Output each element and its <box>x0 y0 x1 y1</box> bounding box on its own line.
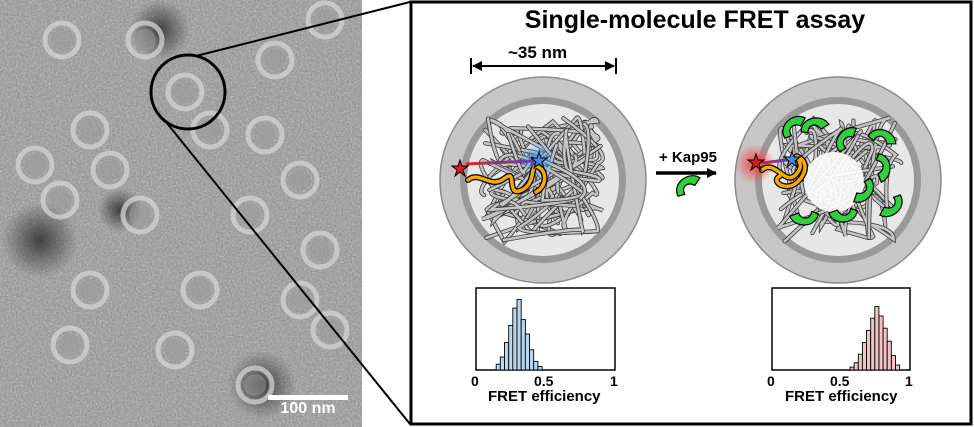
acceptor-star-after-icon <box>746 152 766 172</box>
em-pore-ring <box>310 310 350 350</box>
histogram-bar <box>861 342 867 371</box>
hist-after-xlabel: FRET efficiency <box>785 388 898 405</box>
histogram-bar <box>529 349 535 371</box>
histogram-bar <box>504 342 510 371</box>
histogram-bar <box>874 306 880 371</box>
em-pore-ring <box>235 365 275 405</box>
em-pore-ring <box>120 195 160 235</box>
histogram-bar <box>537 365 543 371</box>
em-micrograph <box>0 0 362 427</box>
em-pore-ring <box>245 115 285 155</box>
em-pore-ring <box>125 20 165 60</box>
kap95-icon <box>676 175 701 197</box>
kap95-molecule <box>800 117 830 134</box>
kap95-molecule <box>788 210 819 226</box>
kap95-molecule <box>827 207 858 223</box>
kap95-bound-group <box>782 115 903 226</box>
em-pore-ring <box>40 180 80 220</box>
histogram-bar <box>524 333 530 371</box>
kap95-molecule <box>782 115 806 139</box>
labeled-fg-nup-before <box>466 164 547 194</box>
histogram-before <box>475 287 616 371</box>
em-pore-ring <box>15 145 55 185</box>
em-pore-ring <box>70 110 110 150</box>
pore-before <box>439 76 647 284</box>
hist-after-xtick-0: 0 <box>767 373 775 389</box>
histogram-bar <box>512 307 518 371</box>
histogram-bar <box>866 329 872 371</box>
hist-after-xtick-0.5: 0.5 <box>830 373 850 389</box>
histogram-bar <box>895 364 901 371</box>
reaction-label: + Kap95 <box>659 149 717 166</box>
em-pore-ring <box>180 270 220 310</box>
histogram-bar <box>878 315 884 371</box>
fret-arrow-after <box>761 158 787 165</box>
histogram-bar <box>508 324 514 371</box>
hist-after-xtick-1: 1 <box>905 373 913 389</box>
em-pore-ring <box>50 325 90 365</box>
histogram-bar <box>853 362 859 371</box>
histogram-bar <box>495 363 501 371</box>
histogram-bar <box>857 353 863 371</box>
histogram-bar <box>890 355 896 371</box>
donor-star-icon <box>529 150 549 170</box>
hist-before-xtick-0.5: 0.5 <box>534 373 554 389</box>
em-pore-ring <box>230 195 270 235</box>
hist-before-xtick-0: 0 <box>471 373 479 389</box>
hist-before-xtick-1: 1 <box>610 373 618 389</box>
em-pore-ring <box>42 20 82 60</box>
zoom-line-bottom <box>165 121 411 425</box>
kap95-molecule <box>875 153 891 184</box>
diagram-title: Single-molecule FRET assay <box>524 6 866 34</box>
scale-bar-label: 100 nm <box>280 400 336 417</box>
histogram-bar <box>849 366 855 371</box>
kap95-molecule <box>879 194 903 218</box>
acceptor-star-icon <box>450 158 470 178</box>
kap95-molecule <box>852 177 875 203</box>
pore-size-label: ~35 nm <box>508 43 568 62</box>
histogram-bar <box>516 298 522 371</box>
histogram-after <box>771 287 911 371</box>
em-pore-ring <box>255 40 295 80</box>
histogram-bar <box>499 356 505 371</box>
em-pore-ring <box>165 72 205 112</box>
em-pore-ring <box>70 270 110 310</box>
histogram-bar <box>882 327 888 371</box>
fret-arrow-before <box>465 159 533 166</box>
em-pore-ring <box>155 330 195 370</box>
em-pore-ring <box>300 230 340 270</box>
histogram-bar <box>886 340 892 371</box>
zoom-circle <box>149 53 227 131</box>
em-pore-ring <box>280 280 320 320</box>
pore-after <box>734 76 942 284</box>
em-pore-ring <box>280 160 320 200</box>
donor-star-after-icon <box>782 149 802 169</box>
scale-bar <box>268 395 348 400</box>
histogram-before-axes <box>475 287 616 371</box>
histogram-bar <box>533 360 539 371</box>
kap95-molecule <box>835 127 858 153</box>
histogram-bar <box>870 317 876 371</box>
kap95-molecule <box>867 128 897 145</box>
labeled-fg-nup-after <box>760 154 807 189</box>
histogram-bar <box>520 319 526 371</box>
zoom-line-top <box>195 1 411 57</box>
hist-before-xlabel: FRET efficiency <box>488 388 601 405</box>
em-pore-ring <box>90 150 130 190</box>
